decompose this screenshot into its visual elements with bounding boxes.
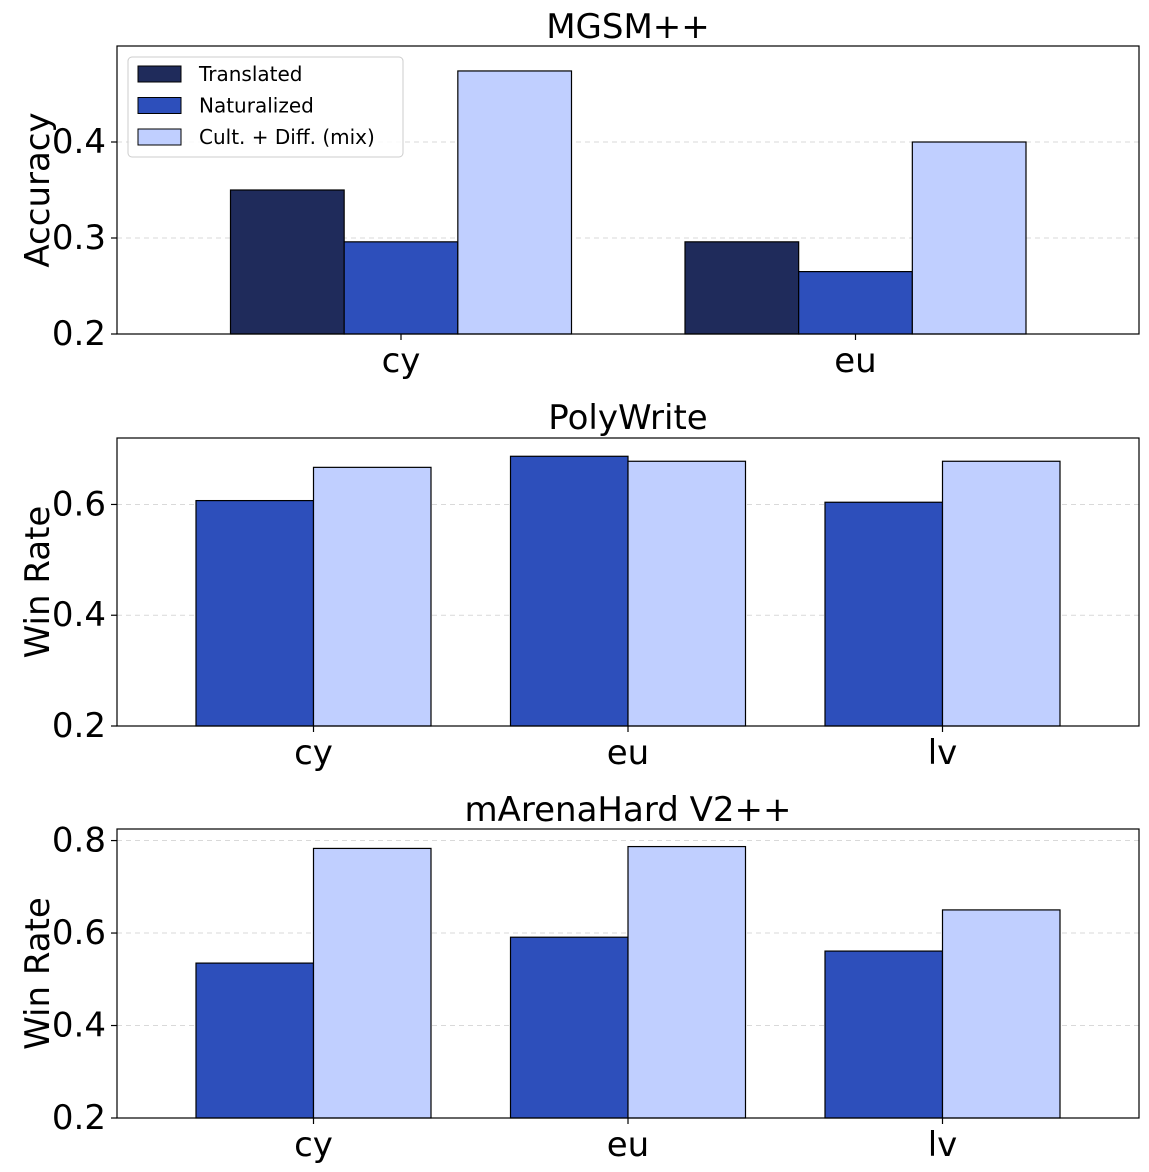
chart-panel-3: mArenaHard V2++ Win Rate 0.2 0.4 0.6 0.8 cy eu l…: [18, 790, 1140, 1165]
bar-translated-eu: [684, 241, 800, 335]
bar-naturalized-eu: [798, 271, 913, 335]
x-tick-label: lv: [928, 733, 958, 773]
y-axis-label: Accuracy: [18, 112, 58, 267]
y-tick-label: 0.2: [52, 1098, 106, 1138]
y-tick-label: 0.8: [52, 821, 106, 861]
bar-cult-diff-mix-eu: [911, 141, 1027, 335]
bar-naturalized-cy: [343, 241, 459, 335]
y-tick-label: 0.2: [52, 314, 106, 354]
y-axis-label: Win Rate: [18, 897, 58, 1050]
bar-cult-diff-mix-eu: [627, 845, 747, 1119]
legend-swatch: [137, 97, 182, 114]
y-tick-label: 0.6: [52, 484, 106, 524]
x-tick-label: cy: [382, 341, 421, 381]
chart-title: PolyWrite: [548, 398, 707, 438]
legend: Translated Naturalized Cult. + Diff. (mix): [127, 56, 404, 158]
legend-box: [127, 56, 404, 158]
chart-title: MGSM++: [546, 7, 710, 47]
bar-cult-diff-mix-cy: [312, 466, 432, 727]
chart-title: mArenaHard V2++: [465, 790, 792, 830]
bar-naturalized-lv: [824, 950, 944, 1119]
bar-cult-diff-mix-lv: [941, 460, 1061, 727]
bar-cult-diff-mix-eu: [627, 460, 747, 727]
legend-label: Translated: [198, 62, 303, 86]
legend-label: Naturalized: [199, 94, 314, 118]
bar-naturalized-lv: [824, 501, 944, 727]
axes-frame: [116, 45, 1140, 335]
bar-naturalized-eu: [509, 936, 629, 1119]
bar-naturalized-cy: [195, 499, 315, 727]
x-tick-label: lv: [928, 1125, 958, 1165]
bar-translated-cy: [229, 189, 345, 335]
legend-swatch: [137, 65, 182, 83]
x-tick-label: eu: [607, 1125, 649, 1165]
chart-panel-2: PolyWrite Win Rate 0.2 0.4 0.6 cy eu lv: [18, 398, 1140, 773]
bar-cult-diff-mix-cy: [312, 847, 432, 1119]
axes-frame: [116, 437, 1140, 727]
y-tick-label: 0.2: [52, 706, 106, 746]
y-tick-label: 0.3: [52, 218, 106, 258]
x-tick-label: eu: [607, 733, 649, 773]
axes-frame: [116, 828, 1140, 1119]
y-tick-label: 0.4: [52, 595, 106, 635]
x-tick-label: cy: [294, 1125, 333, 1165]
bar-naturalized-eu: [509, 455, 629, 727]
chart-panel-1: MGSM++ Accuracy 0.2 0.3 0.4 cy eu Translated Nat…: [18, 7, 1140, 381]
legend-label: Cult. + Diff. (mix): [199, 125, 375, 149]
y-tick-label: 0.4: [52, 1006, 106, 1046]
bar-naturalized-cy: [195, 962, 315, 1119]
y-tick-label: 0.6: [52, 913, 106, 953]
legend-swatch: [137, 128, 182, 146]
bar-cult-diff-mix-cy: [457, 70, 573, 335]
y-axis-label: Win Rate: [18, 506, 58, 659]
y-tick-label: 0.4: [52, 122, 106, 162]
x-tick-label: eu: [834, 341, 876, 381]
bar-cult-diff-mix-lv: [941, 909, 1061, 1119]
x-tick-label: cy: [294, 733, 333, 773]
